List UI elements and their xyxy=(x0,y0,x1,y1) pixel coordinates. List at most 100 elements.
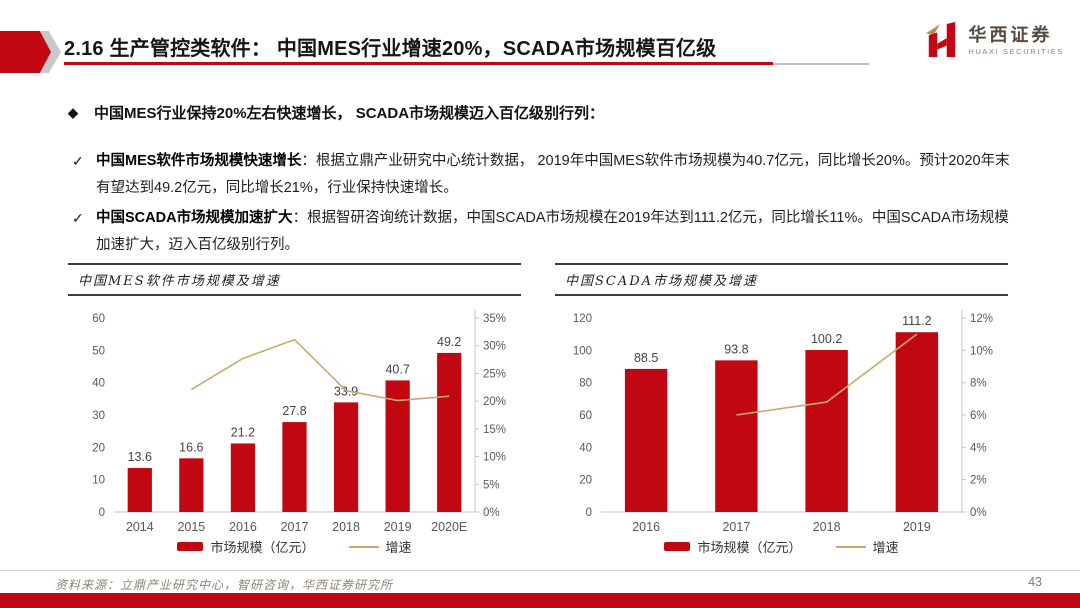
bar-value-label: 100.2 xyxy=(811,332,842,346)
legend-line-item: 增速 xyxy=(835,537,899,556)
svg-text:25%: 25% xyxy=(483,368,506,380)
svg-text:30: 30 xyxy=(92,410,105,422)
bar-2015 xyxy=(179,458,204,512)
check-icon: ✓ xyxy=(72,210,84,226)
x-tick-label: 2017 xyxy=(281,520,309,534)
svg-text:20%: 20% xyxy=(483,396,506,408)
bar-2018 xyxy=(805,350,848,512)
bar-value-label: 16.6 xyxy=(179,440,203,454)
bar-value-label: 27.8 xyxy=(282,404,306,418)
bar-2016 xyxy=(230,443,256,512)
bar-2014 xyxy=(127,468,152,512)
legend-bar-swatch-icon xyxy=(664,542,691,551)
x-tick-label: 2018 xyxy=(813,520,841,534)
bullet-item-scada: ✓ 中国SCADA市场规模加速扩大：根据智研咨询统计数据，中国SCADA市场规模… xyxy=(72,205,1020,259)
bar-2019 xyxy=(385,380,410,512)
bullet-text: ：根据智研咨询统计数据，中国SCADA市场规模在2019年达到111.2亿元，同… xyxy=(96,210,1009,253)
svg-text:120: 120 xyxy=(573,313,592,325)
svg-text:4%: 4% xyxy=(970,442,987,454)
svg-text:15%: 15% xyxy=(483,424,506,436)
diamond-bullet-icon: ◆ xyxy=(68,105,78,120)
bullet-body: 中国MES软件市场规模快速增长：根据立鼎产业研究中心统计数据， 2019年中国M… xyxy=(96,148,1020,202)
logo-subtitle: HUAXI SECURITIES xyxy=(968,46,1064,56)
bar-2017 xyxy=(715,360,758,512)
legend-line-label: 增速 xyxy=(385,540,412,555)
bar-value-label: 93.8 xyxy=(724,342,748,356)
svg-text:12%: 12% xyxy=(970,313,993,325)
svg-text:10%: 10% xyxy=(970,345,993,357)
growth-line xyxy=(736,333,918,416)
scada-chart: 中国SCADA市场规模及增速 0 20 40 60 80 100 120 0% 2% 4% 6% 8%… xyxy=(555,263,1008,556)
logo-name: 华西证券 xyxy=(968,24,1053,46)
footer-divider xyxy=(0,570,1080,571)
svg-text:60: 60 xyxy=(92,313,105,325)
mes-chart: 中国MES软件市场规模及增速 0 10 20 30 40 50 60 0% 5% 10% 15% 20… xyxy=(68,263,521,556)
x-tick-label: 2017 xyxy=(722,520,750,534)
bar-value-label: 111.2 xyxy=(902,314,931,328)
check-icon: ✓ xyxy=(72,153,84,169)
legend-line-item: 增速 xyxy=(348,537,412,556)
bullet-lead: 中国SCADA市场规模加速扩大 xyxy=(96,210,293,226)
svg-text:60: 60 xyxy=(579,410,592,422)
chart-title: 中国MES软件市场规模及增速 xyxy=(68,263,521,296)
legend-bar-label: 市场规模（亿元） xyxy=(697,540,802,555)
chart-title: 中国SCADA市场规模及增速 xyxy=(555,263,1008,296)
logo-h-icon xyxy=(926,22,956,57)
svg-text:10%: 10% xyxy=(483,452,506,464)
bar-2016 xyxy=(624,368,668,512)
x-tick-label: 2014 xyxy=(126,520,154,534)
scada-chart-plot: 0 20 40 60 80 100 120 0% 2% 4% 6% 8% 10% 12% 88.5 2016 9… xyxy=(573,310,993,534)
bar-value-label: 21.2 xyxy=(231,425,255,439)
bar-value-label: 13.6 xyxy=(128,450,152,464)
svg-text:5%: 5% xyxy=(483,479,500,491)
svg-text:2%: 2% xyxy=(970,475,987,487)
legend-line-swatch-icon xyxy=(348,545,379,548)
svg-text:30%: 30% xyxy=(483,341,506,353)
svg-text:80: 80 xyxy=(579,378,592,390)
svg-text:100: 100 xyxy=(573,345,592,357)
bar-value-label: 49.2 xyxy=(437,335,461,349)
header-chevron-icon xyxy=(0,31,51,73)
page-title: 2.16 生产管控类软件： 中国MES行业增速20%，SCADA市场规模百亿级 xyxy=(64,38,717,60)
svg-text:35%: 35% xyxy=(483,313,506,325)
bar-2017 xyxy=(282,422,307,512)
source-note: 资料来源：立鼎产业研究中心，智研咨询，华西证券研究所 xyxy=(55,578,394,592)
svg-text:40: 40 xyxy=(92,378,105,390)
svg-text:6%: 6% xyxy=(970,410,987,422)
svg-text:0: 0 xyxy=(586,507,592,519)
growth-line xyxy=(190,338,450,402)
bar-2018 xyxy=(333,402,359,512)
huaxi-logo: 华西证券 HUAXI SECURITIES xyxy=(925,20,1064,60)
svg-text:10: 10 xyxy=(92,475,105,487)
svg-text:20: 20 xyxy=(92,442,105,454)
x-tick-label: 2019 xyxy=(384,520,412,534)
mes-chart-plot: 0 10 20 30 40 50 60 0% 5% 10% 15% 20% 25% 30% 35% 13.6 2… xyxy=(92,310,506,534)
bullet-item-mes: ✓ 中国MES软件市场规模快速增长：根据立鼎产业研究中心统计数据， 2019年中… xyxy=(72,148,1020,202)
bar-value-label: 40.7 xyxy=(385,362,409,376)
bullet-text: ：根据立鼎产业研究中心统计数据， 2019年中国MES软件市场规模为40.7亿元… xyxy=(96,153,1010,196)
svg-text:50: 50 xyxy=(92,345,105,357)
x-tick-label: 2015 xyxy=(177,520,205,534)
chart-legend: 市场规模（亿元） 增速 xyxy=(68,537,521,556)
legend-bar-item: 市场规模（亿元） xyxy=(664,537,802,556)
svg-text:40: 40 xyxy=(579,442,592,454)
bullet-lead: 中国MES软件市场规模快速增长 xyxy=(96,153,302,169)
svg-text:0%: 0% xyxy=(970,507,987,519)
legend-line-swatch-icon xyxy=(835,545,866,548)
bar-2019 xyxy=(895,332,939,512)
x-tick-label: 2016 xyxy=(229,520,257,534)
svg-text:0: 0 xyxy=(99,507,105,519)
bullet-body: 中国SCADA市场规模加速扩大：根据智研咨询统计数据，中国SCADA市场规模在2… xyxy=(96,205,1020,259)
svg-text:8%: 8% xyxy=(970,378,987,390)
legend-bar-label: 市场规模（亿元） xyxy=(210,540,315,555)
page-number: 43 xyxy=(1028,575,1042,589)
x-tick-label: 2020E xyxy=(431,520,467,534)
key-point: ◆ 中国MES行业保持20%左右快速增长， SCADA市场规模迈入百亿级别行列： xyxy=(68,102,604,123)
legend-bar-item: 市场规模（亿元） xyxy=(177,537,315,556)
x-tick-label: 2019 xyxy=(903,520,931,534)
title-underline xyxy=(64,62,773,65)
legend-line-label: 增速 xyxy=(872,540,899,555)
chart-legend: 市场规模（亿元） 增速 xyxy=(555,537,1008,556)
bar-2020E xyxy=(437,352,462,512)
